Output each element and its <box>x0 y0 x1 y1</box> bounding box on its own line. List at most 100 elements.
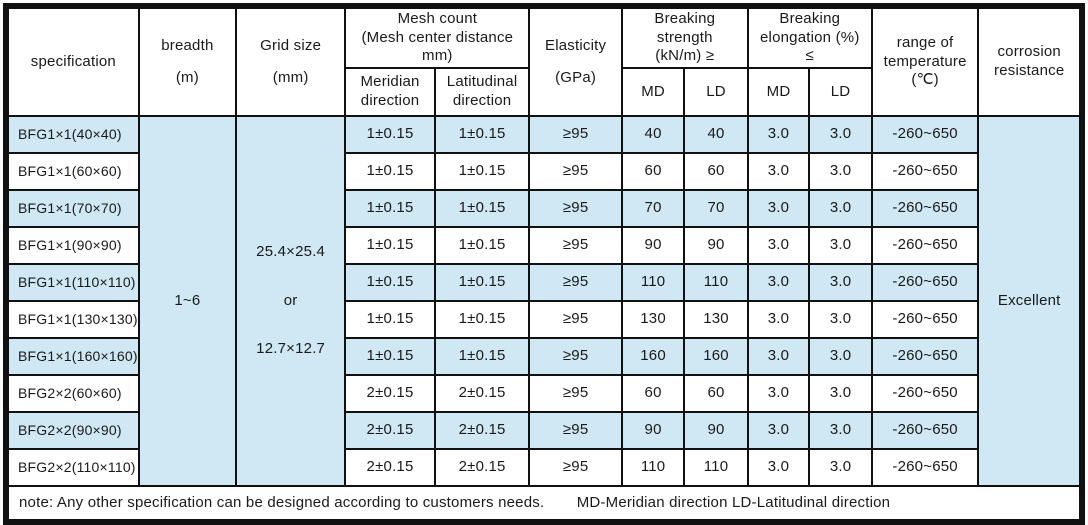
latitudinal-cell: 1±0.15 <box>433 226 531 265</box>
grid-size-unit: (mm) <box>272 68 309 86</box>
elongation-ld-cell: 3.0 <box>808 189 873 228</box>
spec-cell: BFG1×1(60×60) <box>7 152 140 191</box>
latitudinal-cell: 1±0.15 <box>433 300 531 339</box>
elongation-ld-cell: 3.0 <box>808 226 873 265</box>
latitudinal-cell: 1±0.15 <box>433 152 531 191</box>
col-header-corrosion: corrosion resistance <box>977 7 1081 117</box>
breaking-elongation-line3: ≤ <box>805 47 814 65</box>
subcol-header-elongation-ld: LD <box>808 67 873 117</box>
subcol-header-strength-md: MD <box>620 67 686 117</box>
strength-md-cell: 70 <box>620 189 686 228</box>
strength-ld-cell: 110 <box>683 263 749 302</box>
table-row: BFG2×2(110×110) 2±0.15 2±0.15 ≥95 110 11… <box>7 448 1080 487</box>
meridian-cell: 1±0.15 <box>344 115 436 154</box>
elasticity-cell: ≥95 <box>528 226 623 265</box>
latitudinal-cell: 2±0.15 <box>433 374 531 413</box>
elasticity-cell: ≥95 <box>528 448 623 487</box>
col-header-specification: specification <box>7 7 140 117</box>
temperature-line2: temperature <box>883 52 967 70</box>
elongation-md-cell: 3.0 <box>746 226 811 265</box>
elongation-ld-cell: 3.0 <box>808 337 873 376</box>
strength-md-cell: 60 <box>620 152 686 191</box>
grid-size-merged-cell: 25.4×25.4 or 12.7×12.7 <box>234 115 347 487</box>
elasticity-cell: ≥95 <box>528 374 623 413</box>
col-header-elasticity: Elasticity (GPa) <box>528 7 623 117</box>
subcol-header-elongation-md: MD <box>746 67 811 117</box>
strength-ld-cell: 40 <box>683 115 749 154</box>
latitudinal-line2: direction <box>452 92 512 109</box>
mesh-count-label: Mesh count <box>397 9 478 27</box>
specification-table: specification breadth (m) Grid size (mm)… <box>7 7 1081 521</box>
strength-md-cell: 160 <box>620 337 686 376</box>
elongation-ld-cell: 3.0 <box>808 374 873 413</box>
latitudinal-cell: 2±0.15 <box>433 411 531 450</box>
strength-md-cell: 90 <box>620 226 686 265</box>
elongation-md-cell: 3.0 <box>746 337 811 376</box>
table-row: BFG1×1(70×70) 1±0.15 1±0.15 ≥95 70 70 3.… <box>7 189 1080 228</box>
spec-cell: BFG1×1(130×130) <box>7 300 140 339</box>
subcol-header-meridian: Meridian direction <box>344 67 436 117</box>
temperature-line1: range of <box>896 33 954 51</box>
temperature-cell: -260~650 <box>870 374 980 413</box>
spec-cell: BFG1×1(90×90) <box>7 226 140 265</box>
meridian-cell: 1±0.15 <box>344 152 436 191</box>
elasticity-unit: (GPa) <box>555 68 597 86</box>
spec-cell: BFG2×2(60×60) <box>7 374 140 413</box>
breadth-label: breadth <box>161 36 214 54</box>
breaking-strength-line2: strength <box>656 28 713 46</box>
temperature-cell: -260~650 <box>870 263 980 302</box>
elasticity-cell: ≥95 <box>528 152 623 191</box>
note-cell: note: Any other specification can be des… <box>7 485 1081 521</box>
latitudinal-cell: 1±0.15 <box>433 263 531 302</box>
elongation-md-cell: 3.0 <box>746 189 811 228</box>
elongation-ld-cell: 3.0 <box>808 300 873 339</box>
elongation-ld-cell: 3.0 <box>808 411 873 450</box>
elasticity-cell: ≥95 <box>528 263 623 302</box>
strength-ld-cell: 60 <box>683 152 749 191</box>
temperature-cell: -260~650 <box>870 152 980 191</box>
table-body: BFG1×1(40×40) 1~6 25.4×25.4 or 12.7×12.7… <box>7 115 1081 521</box>
spec-cell: BFG1×1(160×160) <box>7 337 140 376</box>
col-header-mesh-count: Mesh count (Mesh center distance mm) <box>344 7 531 69</box>
elasticity-cell: ≥95 <box>528 300 623 339</box>
table-row: BFG1×1(40×40) 1~6 25.4×25.4 or 12.7×12.7… <box>7 115 1081 487</box>
note-text: note: Any other specification can be des… <box>19 493 545 511</box>
latitudinal-cell: 1±0.15 <box>433 189 531 228</box>
strength-ld-cell: 90 <box>683 226 749 265</box>
elasticity-cell: ≥95 <box>528 337 623 376</box>
elongation-md-cell: 3.0 <box>746 300 811 339</box>
strength-md-cell: 110 <box>620 448 686 487</box>
col-header-breaking-elongation: Breaking elongation (%) ≤ <box>746 7 873 69</box>
temperature-cell: -260~650 <box>870 226 980 265</box>
subcol-header-latitudinal: Latitudinal direction <box>433 67 531 117</box>
mesh-count-sub1: (Mesh center distance <box>361 28 514 46</box>
strength-ld-cell: 110 <box>683 448 749 487</box>
col-header-temperature: range of temperature (℃) <box>870 7 980 117</box>
elongation-ld-cell: 3.0 <box>808 115 873 154</box>
spec-table-frame: specification breadth (m) Grid size (mm)… <box>3 3 1085 525</box>
table-row: BFG1×1(110×110) 1±0.15 1±0.15 ≥95 110 11… <box>7 263 1080 302</box>
spec-cell: BFG1×1(70×70) <box>7 189 140 228</box>
table-row: BFG1×1(160×160) 1±0.15 1±0.15 ≥95 160 16… <box>7 337 1080 376</box>
meridian-cell: 1±0.15 <box>344 189 436 228</box>
strength-ld-cell: 70 <box>683 189 749 228</box>
corrosion-line1: corrosion <box>997 43 1061 61</box>
strength-md-cell: 130 <box>620 300 686 339</box>
strength-md-cell: 40 <box>620 115 686 154</box>
meridian-line1: Meridian <box>360 73 420 91</box>
table-row: BFG1×1(90×90) 1±0.15 1±0.15 ≥95 90 90 3.… <box>7 226 1080 265</box>
elongation-ld-cell: 3.0 <box>808 152 873 191</box>
temperature-cell: -260~650 <box>870 337 980 376</box>
col-header-grid-size: Grid size (mm) <box>234 7 347 117</box>
breaking-strength-line1: Breaking <box>654 9 716 27</box>
note-row: note: Any other specification can be des… <box>7 485 1081 521</box>
grid-size-option-2: 12.7×12.7 <box>256 340 326 358</box>
elongation-ld-cell: 3.0 <box>808 263 873 302</box>
temperature-cell: -260~650 <box>870 115 980 154</box>
spec-cell: BFG2×2(110×110) <box>7 448 140 487</box>
breaking-elongation-line2: elongation (%) <box>760 28 860 46</box>
meridian-cell: 1±0.15 <box>344 226 436 265</box>
strength-ld-cell: 130 <box>683 300 749 339</box>
latitudinal-cell: 1±0.15 <box>433 337 531 376</box>
table-row: BFG1×1(60×60) 1±0.15 1±0.15 ≥95 60 60 3.… <box>7 152 1080 191</box>
